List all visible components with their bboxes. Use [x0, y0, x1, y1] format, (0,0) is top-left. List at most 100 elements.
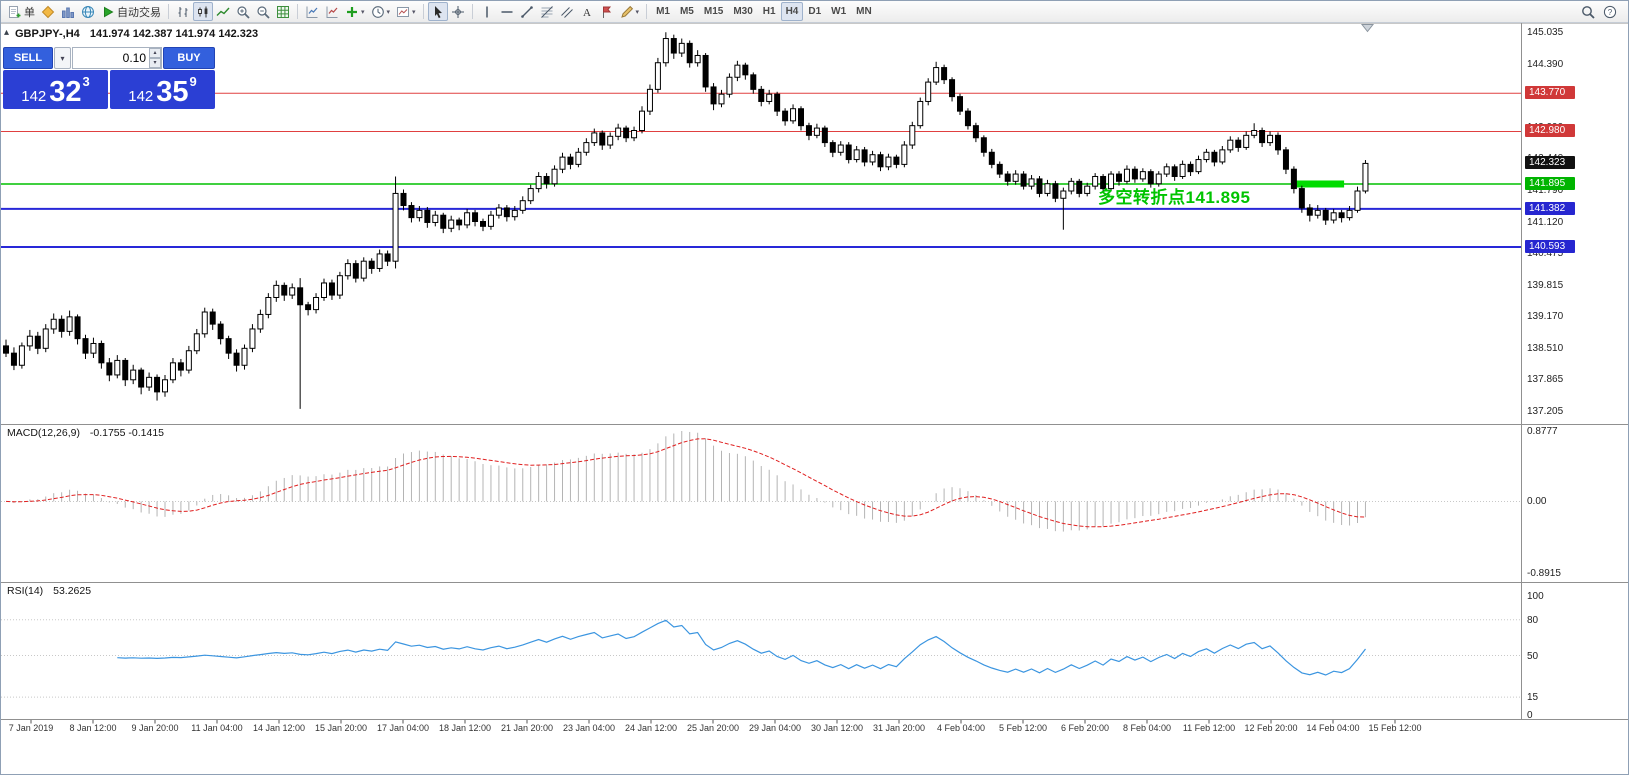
channel-button[interactable]	[557, 2, 577, 21]
horizontal-line-button[interactable]	[497, 2, 517, 21]
timeframe-m1-button[interactable]: M1	[651, 2, 675, 21]
chart-shift-marker[interactable]	[1360, 24, 1375, 33]
rsi-axis-label: 15	[1527, 692, 1539, 704]
channel-icon	[560, 5, 574, 19]
toolbar-separator	[168, 4, 169, 19]
line-icon	[216, 5, 230, 19]
timeframe-m15-button-label: M15	[703, 6, 724, 17]
timeframe-m15-button[interactable]: M15	[699, 2, 728, 21]
order-options-button[interactable]: ▾	[54, 47, 71, 69]
vertical-line-button[interactable]	[477, 2, 497, 21]
shapes-button[interactable]: ▾	[617, 2, 643, 21]
timeframe-h1-button[interactable]: H1	[758, 2, 781, 21]
time-label: 17 Jan 04:00	[376, 723, 430, 733]
timeframe-h4-button[interactable]: H4	[780, 2, 804, 21]
timeframe-w1-button-label: W1	[831, 6, 847, 17]
auto-trading-button[interactable]: 自动交易	[98, 2, 164, 21]
search-button[interactable]	[1578, 2, 1598, 21]
timeframe-m30-button[interactable]: M30	[728, 2, 757, 21]
trendline-button[interactable]	[517, 2, 537, 21]
timeframe-m5-button[interactable]: M5	[675, 2, 699, 21]
community-button[interactable]	[78, 2, 98, 21]
toolbar-separator	[646, 4, 648, 19]
crosshair-button[interactable]	[448, 2, 468, 21]
toolbar-separator	[471, 4, 473, 19]
rsi-axis-label: 100	[1527, 591, 1544, 602]
right-axis[interactable]: 145.035144.390143.740143.090142.440141.7…	[1523, 1, 1628, 721]
toolbar: 单自动交易 ▾ ▾ ▾ A ▾ M1 M5 M15 M30 H1 H4 D1 W1 MN?	[1, 1, 1628, 23]
chart-shift-button[interactable]	[302, 2, 322, 21]
time-label: 9 Jan 20:00	[131, 723, 179, 733]
time-label: 15 Feb 12:00	[1368, 723, 1422, 733]
price-badge-142.323: 142.323	[1525, 156, 1575, 170]
volume-input[interactable]	[73, 48, 161, 68]
text-button[interactable]: A	[577, 2, 597, 21]
fibonacci-button[interactable]	[537, 2, 557, 21]
pivot-annotation-text[interactable]: 多空转折点141.895	[1098, 188, 1251, 207]
zoomin-icon	[236, 5, 250, 19]
time-label: 15 Jan 20:00	[314, 723, 368, 733]
cursor-button[interactable]	[427, 2, 448, 21]
indicators-button[interactable]: ▾	[342, 2, 368, 21]
bid-big: 32	[49, 76, 82, 109]
buy-quote-panel[interactable]: 142 35 9	[110, 70, 215, 109]
volume-increase-button[interactable]: ▴	[149, 48, 161, 58]
macd-axis-label: 0.8777	[1527, 426, 1558, 437]
auto-arrange-button[interactable]	[273, 2, 293, 21]
gold-icon	[41, 5, 55, 19]
bars2-icon	[176, 5, 190, 19]
trade-panel-collapse-icon[interactable]: ▴	[4, 27, 10, 38]
rsi-value: 53.2625	[53, 585, 92, 597]
timeframe-h4-button-label: H4	[785, 6, 799, 17]
time-axis[interactable]: 7 Jan 2019 8 Jan 12:00 9 Jan 20:00 11 Jan 0…	[1, 720, 1521, 736]
arrow-label-button[interactable]	[597, 2, 617, 21]
history-center-button[interactable]	[38, 2, 58, 21]
line-chart-button[interactable]	[213, 2, 233, 21]
timeframe-mn-button[interactable]: MN	[851, 2, 877, 21]
help-button[interactable]: ?	[1600, 2, 1620, 21]
zoom-out-button[interactable]	[253, 2, 273, 21]
price-axis-label: 144.390	[1527, 58, 1564, 70]
time-label: 18 Jan 12:00	[438, 723, 492, 733]
new-order-button-label: 单	[24, 6, 35, 19]
bars-icon	[61, 5, 75, 19]
buy-button[interactable]: BUY	[163, 47, 215, 69]
green-highlight-segment[interactable]	[1291, 180, 1345, 188]
bar-chart-button[interactable]	[173, 2, 193, 21]
timeframe-m30-button-label: M30	[733, 6, 753, 17]
ask-sup: 9	[189, 74, 197, 89]
time-label: 14 Feb 04:00	[1306, 723, 1360, 733]
time-label: 31 Jan 20:00	[872, 723, 926, 733]
timeframe-m1-button-label: M1	[656, 6, 670, 17]
price-axis-label: 141.790	[1527, 184, 1564, 196]
clock-icon	[371, 5, 385, 19]
macd-histogram	[13, 431, 1366, 532]
timeframe-h1-button-label: H1	[762, 6, 776, 17]
macd-axis-label: 0.00	[1527, 496, 1547, 508]
timeframe-w1-button[interactable]: W1	[826, 2, 851, 21]
price-axis-label: 145.035	[1527, 27, 1564, 38]
bid-main: 142	[21, 87, 47, 105]
time-label: 8 Feb 04:00	[1122, 723, 1172, 733]
sell-button[interactable]: SELL	[3, 47, 53, 69]
macd-values: -0.1755 -0.1415	[89, 427, 165, 439]
timeframe-mn-button-label: MN	[856, 6, 872, 17]
new-order-button[interactable]: 单	[5, 2, 38, 21]
sell-quote-panel[interactable]: 142 32 3	[3, 70, 108, 109]
zoom-in-button[interactable]	[233, 2, 253, 21]
templates-button[interactable]: ▾	[393, 2, 419, 21]
bid-sup: 3	[82, 74, 90, 89]
rsi-title: RSI(14)	[7, 585, 44, 597]
chevron-down-icon: ▾	[386, 8, 391, 16]
candlestick-chart-button[interactable]	[193, 2, 213, 21]
volume-decrease-button[interactable]: ▾	[149, 58, 161, 68]
chevron-down-icon: ▾	[60, 53, 65, 63]
market-watch-button[interactable]	[58, 2, 78, 21]
pencil-icon	[620, 5, 634, 19]
timeframe-d1-button[interactable]: D1	[803, 2, 826, 21]
periods-button[interactable]: ▾	[368, 2, 394, 21]
auto-scroll-button[interactable]	[322, 2, 342, 21]
chart-ohlc-values: 141.974 142.387 141.974 142.323	[89, 28, 259, 40]
time-label: 29 Jan 04:00	[748, 723, 802, 733]
